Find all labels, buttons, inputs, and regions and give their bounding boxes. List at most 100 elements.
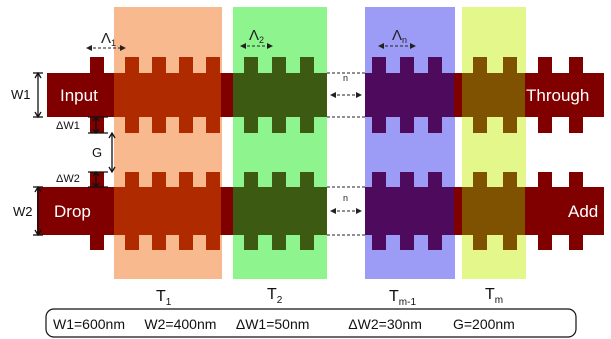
ellipsis-label-upper: n [343,73,348,83]
grating-tooth [503,116,517,133]
grating-tooth [428,116,442,133]
grating-tooth [125,116,139,133]
period-arrow-n [378,43,416,49]
grating-tooth [300,57,314,74]
grating-tooth [503,234,517,250]
grating-tooth [372,172,386,188]
section-label-tm1: Tm-1 [389,288,416,308]
grating-tooth [503,172,517,188]
grating-tooth [179,57,193,74]
lower-wg-junction-2 [454,187,463,235]
port-label-through: Through [526,86,589,105]
continuation-lines [327,72,365,236]
grating-tooth [538,57,552,74]
grating-tooth [400,57,414,74]
upper-wg-junction-2 [454,73,463,117]
ellipsis-label-lower: n [343,193,348,203]
upper-wg-tm [462,73,526,117]
grating-tooth [272,172,286,188]
grating-tooth [400,172,414,188]
grating-tooth [538,172,552,188]
lower-wg-base-left [37,187,115,235]
lower-wg-base-right [525,187,604,235]
grating-tooth [569,116,583,133]
grating-tooth [125,57,139,74]
grating-tooth [300,116,314,133]
grating-tooth [179,116,193,133]
grating-tooth [206,234,220,250]
grating-tooth [538,234,552,250]
parameter-box [45,308,577,338]
gap-label: G [92,145,102,160]
w1-label: W1 [11,87,31,102]
grating-tooth [428,172,442,188]
w2-label: W2 [13,204,33,219]
grating-tooth [244,57,258,74]
grating-tooth [244,116,258,133]
grating-tooth [300,234,314,250]
dw2-dimension [88,170,108,189]
grating-tooth [125,234,139,250]
grating-tooth [569,57,583,74]
gap-dimension [108,131,116,174]
grating-tooth [179,234,193,250]
grating-tooth [400,234,414,250]
upper-waveguide [47,57,604,133]
grating-tooth [272,234,286,250]
grating-tooth [503,57,517,74]
period-label-2: Λ2 [249,27,264,45]
grating-tooth [538,116,552,133]
ellipsis-arrow-upper [330,92,362,98]
grating-tooth [152,234,166,250]
grating-tooth [400,116,414,133]
grating-tooth [300,172,314,188]
ellipsis-arrow-lower [330,208,362,214]
port-label-drop: Drop [54,202,91,221]
grating-tooth [152,57,166,74]
lower-wg-tm1 [365,187,455,235]
grating-tooth [473,57,487,74]
grating-tooth [473,234,487,250]
section-label-t1: T1 [156,288,172,308]
grating-tooth [206,57,220,74]
grating-tooth [428,57,442,74]
section-label-tm: Tm [485,286,503,306]
grating-tooth [90,57,104,74]
upper-wg-t1 [114,73,222,117]
parameter-text: W1=600nm W2=400nm ΔW1=50nm ΔW2=30nm G=20… [53,316,515,332]
grating-tooth [428,234,442,250]
grating-tooth [372,116,386,133]
w2-dimension [33,185,43,237]
grating-tooth [125,172,139,188]
lower-wg-tm [462,187,526,235]
dw2-label: ΔW2 [56,173,80,185]
upper-wg-base-right [525,73,604,117]
period-label-n: Λn [392,27,407,45]
port-label-input: Input [60,86,98,105]
lower-wg-t1 [114,187,222,235]
upper-wg-junction-1 [221,73,234,117]
grating-tooth [473,116,487,133]
grating-tooth [90,234,104,250]
period-label-1: Λ1 [101,30,116,48]
upper-wg-base-left [47,73,115,117]
grating-tooth [206,172,220,188]
period-arrow-1 [86,45,126,51]
lower-wg-t2 [233,187,327,235]
upper-wg-t2 [233,73,327,117]
grating-tooth [244,172,258,188]
grating-tooth [179,172,193,188]
grating-tooth [272,116,286,133]
port-label-add: Add [568,202,598,221]
grating-tooth [152,116,166,133]
grating-tooth [152,172,166,188]
section-label-t2: T2 [267,286,283,306]
period-arrow-2 [240,43,273,49]
upper-wg-tm1 [365,73,455,117]
dw1-label: ΔW1 [56,120,80,132]
grating-tooth [272,57,286,74]
grating-tooth [206,116,220,133]
grating-tooth [372,234,386,250]
